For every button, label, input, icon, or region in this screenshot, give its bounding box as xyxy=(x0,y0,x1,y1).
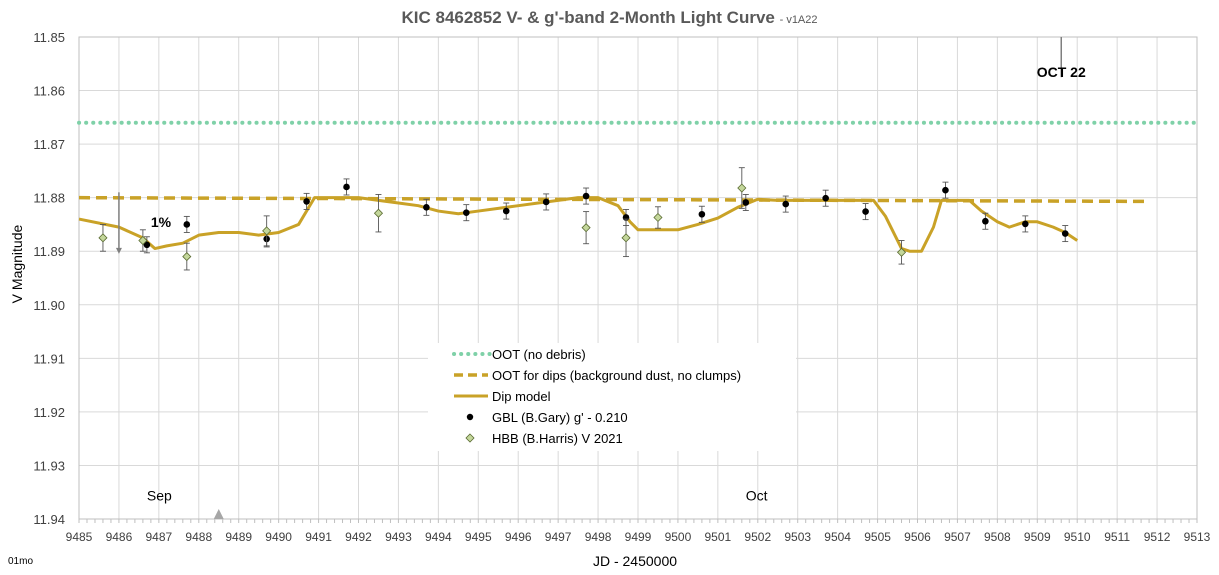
x-tick-label: 9492 xyxy=(345,530,372,544)
data-point-gbl xyxy=(1022,221,1029,228)
annotation-oct: Oct xyxy=(746,487,768,503)
legend-item-gbl: GBL (B.Gary) g' - 0.210 xyxy=(428,407,628,427)
x-tick-label: 9504 xyxy=(824,530,851,544)
data-point-gbl xyxy=(583,193,590,200)
x-tick-label: 9491 xyxy=(305,530,332,544)
data-point-gbl xyxy=(463,209,470,216)
legend-dot-swatch xyxy=(428,407,492,427)
x-tick-label: 9510 xyxy=(1064,530,1091,544)
x-tick-label: 9502 xyxy=(744,530,771,544)
x-tick-label: 9509 xyxy=(1024,530,1051,544)
x-tick-label: 9490 xyxy=(265,530,292,544)
y-tick-label: 11.87 xyxy=(33,137,65,152)
data-point-gbl xyxy=(503,208,510,215)
x-tick-label: 9486 xyxy=(106,530,133,544)
y-tick-label: 11.92 xyxy=(33,405,65,420)
x-tick-label: 9497 xyxy=(545,530,572,544)
series-dip-model xyxy=(79,198,1077,252)
data-point-gbl xyxy=(982,218,989,225)
x-tick-label: 9487 xyxy=(146,530,173,544)
legend-line-swatch xyxy=(428,386,492,406)
data-point-gbl xyxy=(543,199,550,206)
legend-item-dip-model: Dip model xyxy=(428,386,551,406)
data-point-gbl xyxy=(822,195,829,202)
series-oot-for-dips xyxy=(79,198,1149,202)
date-triangle-marker xyxy=(214,509,224,519)
x-tick-label: 9493 xyxy=(385,530,412,544)
x-tick-label: 9501 xyxy=(705,530,732,544)
data-point-gbl xyxy=(782,201,789,208)
legend-item-hbb: HBB (B.Harris) V 2021 xyxy=(428,428,623,448)
x-tick-label: 9500 xyxy=(665,530,692,544)
x-tick-label: 9506 xyxy=(904,530,931,544)
y-tick-label: 11.89 xyxy=(33,244,65,259)
x-tick-label: 9488 xyxy=(185,530,212,544)
data-point-gbl xyxy=(862,208,869,215)
y-tick-label: 11.93 xyxy=(33,458,65,473)
legend-dashed-swatch xyxy=(428,365,492,385)
y-tick-label: 11.85 xyxy=(33,30,65,45)
data-point-hbb xyxy=(183,253,191,261)
legend-label: Dip model xyxy=(492,389,551,404)
corner-label: 01mo xyxy=(8,556,33,567)
chart-title: KIC 8462852 V- & g'-band 2-Month Light C… xyxy=(0,8,1219,28)
chart-title-version: - v1A22 xyxy=(780,14,818,26)
chart-svg: 9485 9486 9487 9488 9489 9490 9491 9492 9493 9494… xyxy=(0,0,1219,575)
data-point-hbb xyxy=(374,209,382,217)
y-tick-label: 11.86 xyxy=(33,84,65,99)
legend-label: HBB (B.Harris) V 2021 xyxy=(492,431,623,446)
x-tick-label: 9512 xyxy=(1144,530,1171,544)
legend-dotted-swatch xyxy=(428,344,492,364)
data-point-gbl xyxy=(343,184,350,191)
x-tick-label: 9485 xyxy=(66,530,93,544)
x-tick-label: 9508 xyxy=(984,530,1011,544)
data-point-hbb xyxy=(582,224,590,232)
data-point-gbl xyxy=(942,187,949,194)
y-axis-label: V Magnitude xyxy=(9,209,25,319)
chart-legend: OOT (no debris) OOT for dips (background… xyxy=(428,343,796,451)
data-point-gbl xyxy=(699,211,706,218)
data-point-hbb xyxy=(99,234,107,242)
y-tick-label: 11.94 xyxy=(33,512,65,527)
legend-label: GBL (B.Gary) g' - 0.210 xyxy=(492,410,628,425)
x-axis-label: JD - 2450000 xyxy=(560,553,710,569)
x-tick-label: 9494 xyxy=(425,530,452,544)
y-tick-label: 11.90 xyxy=(33,298,65,313)
annotation-one-percent: 1% xyxy=(151,214,172,230)
tick-labels: 9485 9486 9487 9488 9489 9490 9491 9492 9493 9494… xyxy=(33,30,1210,544)
x-tick-label: 9503 xyxy=(784,530,811,544)
x-tick-label: 9495 xyxy=(465,530,492,544)
x-tick-label: 9496 xyxy=(505,530,532,544)
legend-item-oot-no-debris: OOT (no debris) xyxy=(428,344,586,364)
x-tick-label: 9511 xyxy=(1104,530,1130,544)
data-point-gbl xyxy=(303,198,310,205)
data-point-gbl xyxy=(184,221,191,228)
x-tick-label: 9505 xyxy=(864,530,891,544)
annotation-sep: Sep xyxy=(147,487,172,503)
legend-label: OOT for dips (background dust, no clumps… xyxy=(492,368,741,383)
legend-diamond-swatch xyxy=(428,428,492,448)
data-point-gbl xyxy=(1062,230,1069,237)
data-point-hbb xyxy=(622,234,630,242)
x-tick-label: 9489 xyxy=(225,530,252,544)
chart-title-main: KIC 8462852 V- & g'-band 2-Month Light C… xyxy=(401,8,774,27)
x-tick-label: 9513 xyxy=(1184,530,1211,544)
y-tick-label: 11.88 xyxy=(33,191,65,206)
data-point-gbl xyxy=(743,199,750,206)
x-tick-label: 9499 xyxy=(625,530,652,544)
legend-label: OOT (no debris) xyxy=(492,347,586,362)
x-tick-label: 9507 xyxy=(944,530,971,544)
data-point-hbb xyxy=(654,213,662,221)
annotation-oct22: OCT 22 xyxy=(1037,64,1086,80)
x-tick-label: 9498 xyxy=(585,530,612,544)
y-tick-label: 11.91 xyxy=(33,351,65,366)
data-point-gbl xyxy=(423,204,430,211)
data-point-hbb xyxy=(738,184,746,192)
legend-item-oot-for-dips: OOT for dips (background dust, no clumps… xyxy=(428,365,741,385)
